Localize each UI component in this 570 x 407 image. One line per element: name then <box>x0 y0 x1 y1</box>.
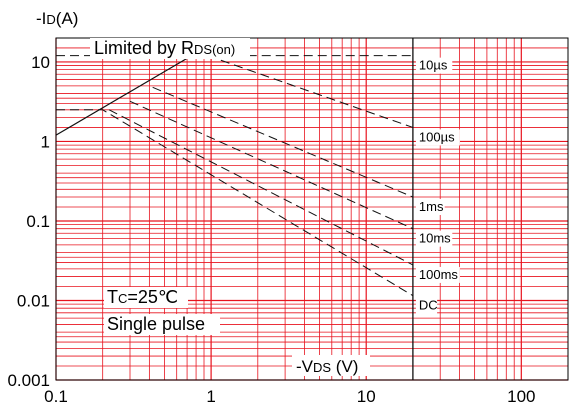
series-label-background <box>415 199 445 216</box>
series-label-4: 100ms <box>419 267 459 282</box>
y-tick-label: 1 <box>41 132 50 151</box>
x-axis-label-background <box>292 355 370 376</box>
series-label-3: 10ms <box>419 231 451 246</box>
x-tick-label: 100 <box>507 387 535 406</box>
tick-labels: 0.1 1 10 100 0.001 0.01 0.1 1 10 <box>7 53 535 406</box>
x-tick-label: 0.1 <box>44 387 68 406</box>
y-tick-label: 0.01 <box>17 291 50 310</box>
series-label-5: DC <box>419 298 438 313</box>
x-tick-label: 10 <box>357 387 376 406</box>
label-layer: 10µs 100µs 1ms 10ms 100ms DC <box>415 57 460 314</box>
pulse-label-background <box>104 314 220 335</box>
rdson-limit-line <box>55 55 193 136</box>
series-label-background <box>415 57 453 74</box>
y-tick-label: 10 <box>31 53 50 72</box>
y-axis-label: -ID(A) <box>36 9 78 28</box>
series-label-background <box>415 266 460 283</box>
series-line-2 <box>152 86 414 198</box>
condition-tc-label: TC=25℃ <box>107 287 178 307</box>
plot-frame <box>55 37 569 381</box>
condition-pulse-label: Single pulse <box>107 314 205 334</box>
series-label-2: 1ms <box>419 199 444 214</box>
x-tick-label: 1 <box>206 387 215 406</box>
series-label-background <box>415 129 460 146</box>
series-line-3 <box>129 100 414 230</box>
limit-label: Limited by RDS(on) <box>94 38 235 58</box>
series-label-0: 10µs <box>419 58 448 73</box>
grid-layer <box>55 37 569 381</box>
series-line-5 <box>56 109 414 297</box>
y-tick-label: 0.001 <box>7 371 50 390</box>
limit-label-background <box>90 38 250 59</box>
series-line-4 <box>108 109 414 266</box>
series-label-background <box>415 230 453 247</box>
x-axis-label: -VDS (V) <box>296 357 358 376</box>
condition-label-background <box>104 287 188 308</box>
series-label-1: 100µs <box>419 129 455 144</box>
series-label-background <box>415 297 438 314</box>
y-tick-label: 0.1 <box>26 212 50 231</box>
series-line-1 <box>207 55 414 128</box>
